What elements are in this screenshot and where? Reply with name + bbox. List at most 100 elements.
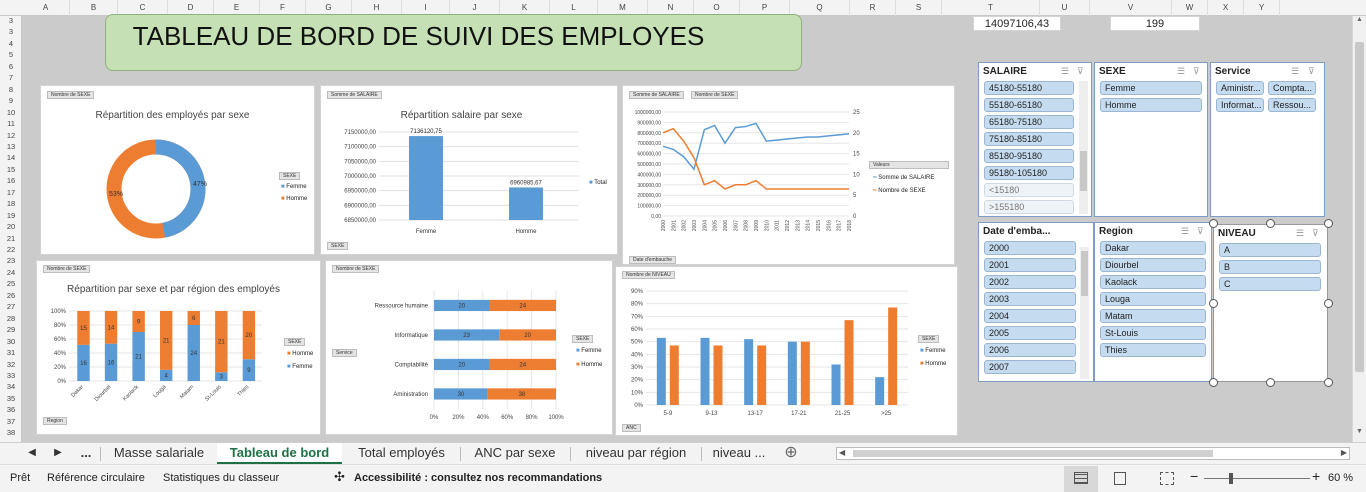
slicer-item[interactable]: Compta...: [1268, 81, 1316, 95]
field-button[interactable]: Nombre de SEXE: [691, 91, 739, 99]
slicer-item[interactable]: 2007: [984, 360, 1076, 374]
field-button[interactable]: Nombre de SEXE: [47, 91, 95, 99]
slicer-item[interactable]: 75180-85180: [984, 132, 1074, 146]
legend-filter-button[interactable]: SEXE: [284, 338, 306, 346]
slicer-item[interactable]: A: [1219, 243, 1321, 257]
column-header[interactable]: X: [1208, 0, 1244, 16]
row-header[interactable]: 28: [6, 313, 16, 323]
multiselect-icon[interactable]: ☰: [1181, 226, 1190, 236]
row-header[interactable]: 21: [6, 233, 16, 243]
zoom-out-icon[interactable]: −: [1190, 468, 1199, 484]
resize-handle[interactable]: [1266, 378, 1275, 387]
row-header[interactable]: 25: [6, 279, 16, 289]
row-header[interactable]: 22: [6, 245, 16, 254]
slicer-item[interactable]: 2004: [984, 309, 1076, 323]
slicer-item[interactable]: Thies: [1100, 343, 1206, 357]
clear-filter-icon[interactable]: ⊽: [1312, 228, 1319, 238]
chart-salary-by-sex[interactable]: Somme de SALAIRE Répartition salaire par…: [320, 85, 618, 255]
column-header[interactable]: S: [896, 0, 942, 16]
legend-filter-button[interactable]: SEXE: [279, 172, 301, 180]
resize-handle[interactable]: [1324, 378, 1333, 387]
slicer-sexe[interactable]: SEXE ☰ ⊽ Femme Homme: [1094, 62, 1208, 217]
zoom-slider[interactable]: [1204, 478, 1310, 479]
slicer-service[interactable]: Service ☰ ⊽ Aministr... Compta... Informat…: [1210, 62, 1325, 217]
column-header[interactable]: O: [694, 0, 740, 16]
slicer-item[interactable]: 65180-75180: [984, 115, 1074, 129]
resize-handle[interactable]: [1209, 299, 1218, 308]
row-header[interactable]: 3: [8, 27, 14, 37]
cell-t3[interactable]: 14097106,43: [973, 16, 1061, 31]
column-header[interactable]: Y: [1244, 0, 1280, 16]
hscroll-thumb[interactable]: [853, 450, 1213, 457]
cell-v3[interactable]: 199: [1110, 16, 1200, 31]
slicer-date-embauche[interactable]: Date d'emba... 2000 2001 2002 2003 2004 2005 2…: [978, 222, 1094, 382]
row-header[interactable]: 26: [6, 290, 16, 300]
clear-filter-icon[interactable]: ⊽: [1193, 66, 1200, 76]
add-sheet-icon[interactable]: ⊕: [784, 444, 798, 461]
field-button[interactable]: Somme de SALAIRE: [629, 91, 684, 99]
row-header[interactable]: 19: [6, 210, 16, 220]
row-header[interactable]: 35: [6, 393, 16, 403]
filter-button-date[interactable]: Date d'embauche: [629, 256, 677, 264]
slicer-item[interactable]: 45180-55180: [984, 81, 1074, 95]
resize-handle[interactable]: [1266, 219, 1275, 228]
slicer-item[interactable]: Diourbel: [1100, 258, 1206, 272]
chart-sex-by-region[interactable]: Nombre de SEXE Répartition par sexe et p…: [36, 260, 321, 435]
clear-filter-icon[interactable]: ⊽: [1197, 226, 1204, 236]
slicer-item[interactable]: St-Louis: [1100, 326, 1206, 340]
row-header[interactable]: 27: [6, 302, 16, 312]
tab-more-left[interactable]: ...: [80, 445, 92, 460]
row-header[interactable]: 9: [8, 96, 14, 106]
multiselect-icon[interactable]: ☰: [1177, 66, 1186, 76]
column-header[interactable]: E: [214, 0, 260, 16]
filter-button-anc[interactable]: ANC: [622, 424, 641, 432]
slicer-item[interactable]: 2000: [984, 241, 1076, 255]
row-header[interactable]: 4: [8, 38, 14, 48]
row-header[interactable]: 36: [6, 405, 16, 415]
slicer-item[interactable]: Femme: [1100, 81, 1202, 95]
row-header[interactable]: 18: [6, 199, 16, 209]
column-header[interactable]: R: [850, 0, 896, 16]
resize-handle[interactable]: [1324, 299, 1333, 308]
row-header[interactable]: 6: [8, 61, 14, 71]
chart-salary-by-year[interactable]: Somme de SALAIRE Nombre de SEXE 1000000,…: [622, 85, 955, 265]
column-header[interactable]: D: [168, 0, 214, 16]
slicer-item[interactable]: Homme: [1100, 98, 1202, 112]
slicer-item[interactable]: B: [1219, 260, 1321, 274]
row-header[interactable]: 5: [8, 50, 14, 60]
row-header[interactable]: 3: [8, 16, 14, 25]
slicer-item[interactable]: 55180-65180: [984, 98, 1074, 112]
row-header[interactable]: 29: [6, 325, 16, 335]
resize-handle[interactable]: [1209, 219, 1218, 228]
column-header[interactable]: G: [306, 0, 352, 16]
slicer-scrollbar[interactable]: [1079, 81, 1088, 214]
multiselect-icon[interactable]: ☰: [1296, 228, 1305, 238]
row-header[interactable]: 16: [6, 176, 16, 186]
slicer-item[interactable]: 2002: [984, 275, 1076, 289]
slicer-item[interactable]: Aministr...: [1216, 81, 1264, 95]
horizontal-scrollbar[interactable]: ◀ ▶: [836, 447, 1350, 460]
slicer-item[interactable]: Dakar: [1100, 241, 1206, 255]
column-header[interactable]: C: [118, 0, 168, 16]
scroll-up-icon[interactable]: ▲: [1356, 16, 1363, 23]
slicer-region[interactable]: Region ☰ ⊽ Dakar Diourbel Kaolack Louga Mata…: [1094, 222, 1212, 382]
tab-niveau-more[interactable]: niveau ...: [712, 445, 766, 460]
column-header[interactable]: T: [942, 0, 1040, 16]
column-header[interactable]: B: [70, 0, 118, 16]
row-header[interactable]: 15: [6, 164, 16, 174]
row-header[interactable]: 7: [8, 73, 14, 83]
filter-button-sexe[interactable]: SEXE: [327, 242, 349, 250]
slicer-item[interactable]: Louga: [1100, 292, 1206, 306]
multiselect-icon[interactable]: ☰: [1061, 66, 1070, 76]
resize-handle[interactable]: [1209, 378, 1218, 387]
row-header[interactable]: 34: [6, 382, 16, 392]
normal-view-icon[interactable]: [1064, 466, 1098, 492]
slicer-item[interactable]: <15180: [984, 183, 1074, 197]
accessibility-icon[interactable]: ✣: [334, 469, 345, 484]
column-header[interactable]: Q: [790, 0, 850, 16]
slicer-item[interactable]: 85180-95180: [984, 149, 1074, 163]
slicer-scrollbar[interactable]: [1080, 247, 1089, 379]
row-header[interactable]: 31: [6, 348, 16, 358]
zoom-slider-thumb[interactable]: [1229, 473, 1233, 484]
